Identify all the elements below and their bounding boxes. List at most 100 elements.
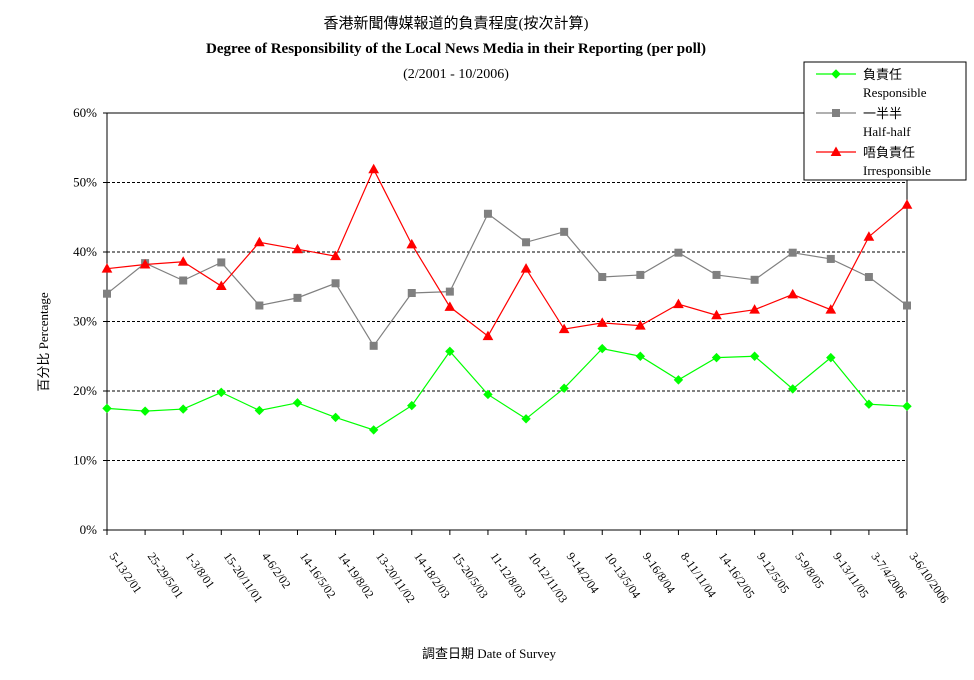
- chart-title-zh: 香港新聞傳媒報道的負責程度(按次計算): [324, 14, 589, 32]
- data-point: [407, 289, 416, 298]
- data-point: [179, 276, 188, 285]
- data-point: [101, 263, 113, 273]
- y-tick-label: 30%: [73, 314, 97, 329]
- x-tick-label: 5-13/2/01: [107, 550, 145, 596]
- x-tick-label: 10-12/11/03: [526, 550, 571, 606]
- y-tick-label: 10%: [73, 453, 97, 468]
- data-point: [711, 352, 722, 363]
- legend-label-en: Half-half: [863, 124, 911, 139]
- data-point: [445, 346, 455, 357]
- data-point: [444, 301, 456, 311]
- x-tick-label: 15-20/5/03: [449, 550, 491, 601]
- data-point: [635, 351, 646, 361]
- data-point: [673, 375, 684, 385]
- data-point: [177, 256, 189, 266]
- y-tick-label: 60%: [73, 105, 97, 120]
- data-point: [712, 270, 721, 279]
- x-tick-label: 15-20/11/01: [221, 550, 266, 606]
- x-tick-label: 4-6/2/02: [259, 550, 294, 591]
- data-point: [830, 146, 842, 156]
- data-point: [636, 270, 645, 279]
- data-point: [482, 330, 494, 341]
- x-tick-label: 9-16/8/04: [640, 550, 678, 596]
- x-tick-label: 14-16/2/05: [716, 550, 758, 601]
- data-point: [559, 383, 569, 393]
- data-point: [330, 412, 341, 423]
- data-point: [292, 243, 303, 254]
- series-line: [106, 347, 908, 431]
- x-tick-label: 5-9/8/05: [792, 550, 827, 591]
- data-point: [215, 280, 227, 291]
- data-point: [368, 425, 379, 435]
- x-tick-label: 9-13/11/05: [830, 550, 871, 601]
- data-point: [560, 227, 569, 236]
- data-point: [902, 401, 912, 411]
- series-responsible: [102, 343, 912, 435]
- x-tick-label: 1-3/8/01: [183, 550, 218, 591]
- x-tick-label: 14-18/2/03: [411, 550, 453, 601]
- y-axis-ticks: 0% 10% 20% 30% 40% 50% 60%: [73, 105, 107, 537]
- data-point: [521, 414, 531, 424]
- data-point: [406, 238, 418, 249]
- y-tick-label: 20%: [73, 383, 97, 398]
- data-point: [103, 289, 111, 298]
- data-point: [598, 273, 607, 282]
- y-tick-label: 0%: [80, 522, 98, 537]
- data-point: [369, 341, 378, 350]
- x-tick-label: 14-19/8/02: [335, 550, 377, 601]
- data-point: [330, 250, 341, 261]
- data-point: [596, 317, 608, 327]
- legend-label-en: Irresponsible: [863, 163, 931, 178]
- data-point: [832, 109, 840, 117]
- chart-subtitle: (2/2001 - 10/2006): [403, 67, 509, 82]
- data-point: [674, 248, 683, 257]
- y-tick-label: 40%: [73, 244, 97, 259]
- series-group: [101, 163, 913, 435]
- x-tick-label: 9-12/5/05: [754, 550, 792, 596]
- data-point: [749, 351, 760, 361]
- legend-label-en: Responsible: [863, 85, 927, 100]
- x-axis-ticks: 5-13/2/01 25-29/5/011-3/8/01 15-20/11/014-…: [106, 530, 952, 606]
- data-point: [102, 403, 112, 414]
- x-tick-label: 14-16/5/02: [297, 550, 339, 601]
- data-point: [139, 258, 151, 269]
- gridlines: [107, 182, 907, 461]
- data-point: [483, 209, 492, 218]
- chart-title: Degree of Responsibility of the Local Ne…: [206, 41, 706, 57]
- x-tick-label: 10-13/5/04: [602, 550, 644, 601]
- y-axis-label: 百分比 Percentage: [36, 292, 51, 392]
- data-point: [831, 69, 841, 79]
- data-point: [522, 238, 531, 247]
- data-point: [750, 275, 759, 284]
- legend-item: 一半半 Half-half: [816, 106, 911, 139]
- x-tick-label: 9-14/2/04: [564, 550, 602, 596]
- data-point: [254, 405, 265, 416]
- data-point: [255, 301, 264, 310]
- x-tick-label: 11-12/8/03: [487, 550, 528, 601]
- x-tick-label: 13-20/11/02: [373, 550, 418, 606]
- data-point: [826, 254, 835, 263]
- data-point: [407, 400, 417, 411]
- legend-label: 負責任: [863, 67, 902, 82]
- data-point: [368, 163, 380, 174]
- legend: 負責任 Responsible 一半半 Half-half 唔負責任 Irresponsi…: [803, 61, 967, 181]
- x-tick-label: 3-6/10/2006: [907, 550, 952, 606]
- y-tick-label: 50%: [73, 175, 97, 190]
- legend-label: 唔負責任: [863, 145, 915, 160]
- data-point: [634, 320, 646, 330]
- data-point: [445, 287, 454, 296]
- data-point: [864, 399, 874, 409]
- data-point: [254, 236, 265, 247]
- data-point: [749, 304, 760, 314]
- data-point: [216, 387, 226, 398]
- data-point: [788, 248, 797, 257]
- legend-box: [803, 61, 967, 181]
- data-point: [293, 293, 302, 302]
- series-line: [106, 167, 908, 337]
- data-point: [711, 309, 722, 320]
- x-tick-label: 8-11/11/04: [678, 550, 719, 600]
- data-point: [597, 343, 607, 354]
- data-point: [331, 279, 340, 288]
